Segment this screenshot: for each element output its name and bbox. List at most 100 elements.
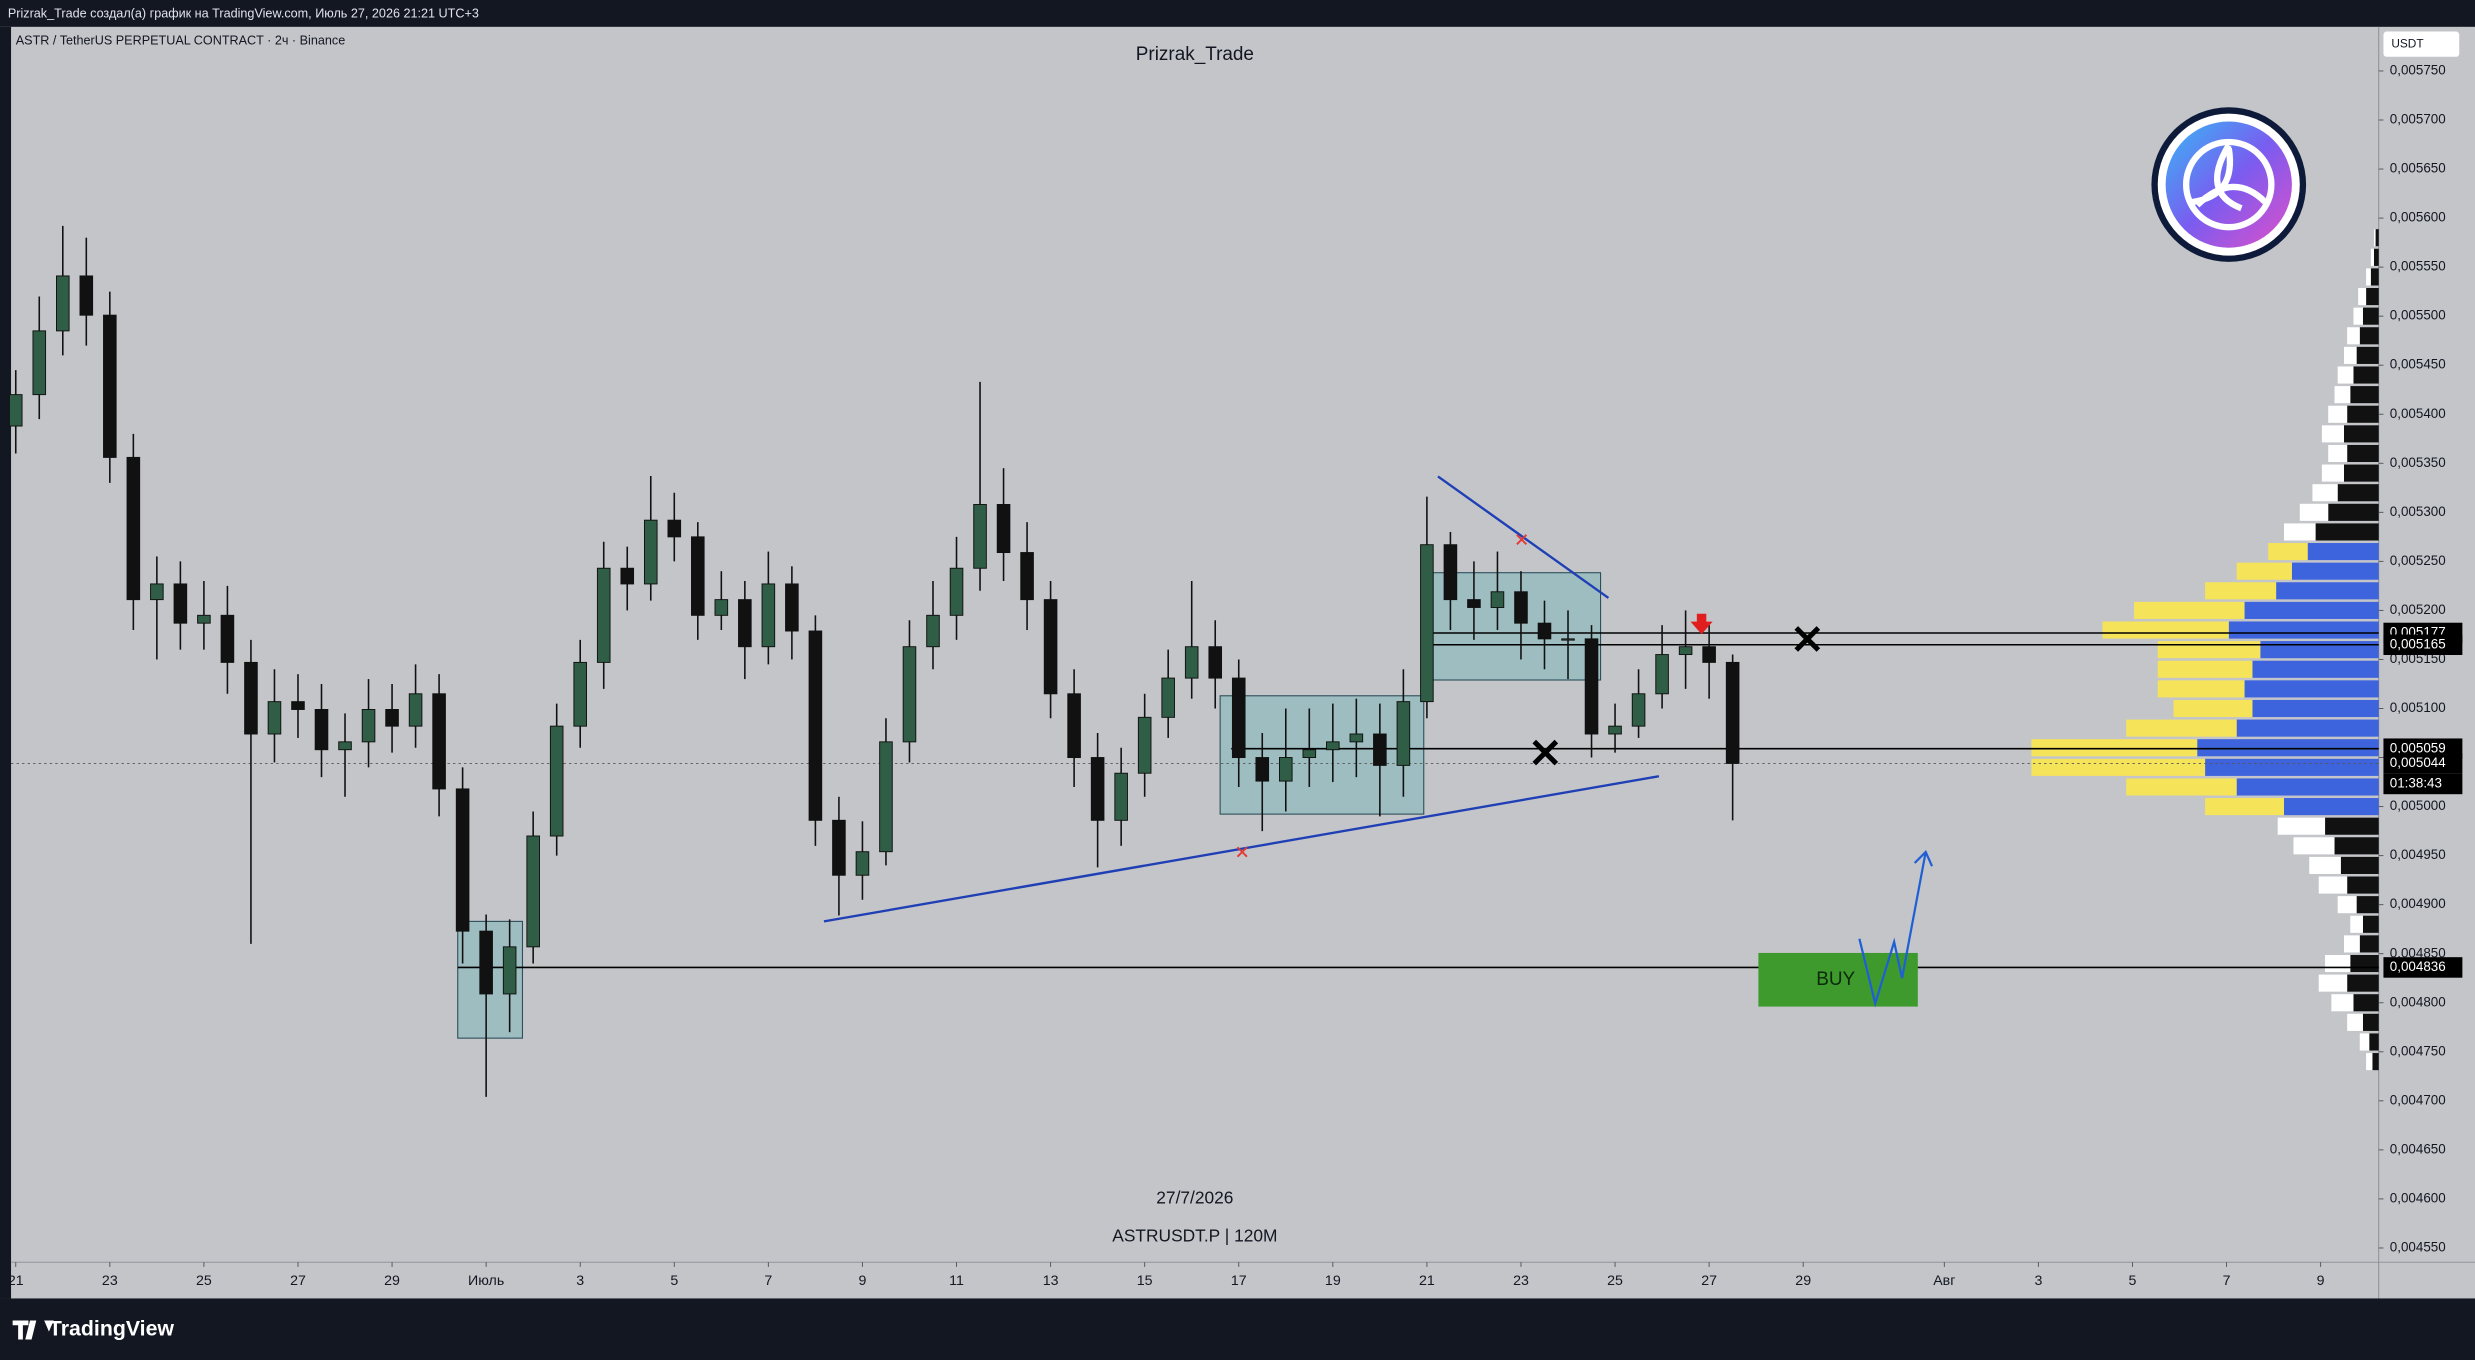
- candle-body: [1302, 749, 1317, 759]
- red-cross: [1516, 534, 1528, 545]
- candle-body: [56, 275, 70, 332]
- x-tick-label: 9: [858, 1273, 866, 1289]
- profile-up: [2337, 896, 2357, 914]
- y-tick-label: 0,005600: [2390, 210, 2446, 225]
- y-tick-label: 0,004650: [2390, 1141, 2446, 1156]
- x-tick-label: 29: [1795, 1273, 1811, 1289]
- y-tick-label: 0,004600: [2390, 1190, 2446, 1205]
- candle-body: [1349, 733, 1364, 743]
- candle-body: [408, 693, 423, 727]
- profile-up: [2337, 366, 2354, 384]
- y-tick-label: 0,005450: [2390, 357, 2446, 372]
- candle-body: [1231, 677, 1246, 759]
- profile-up: [2309, 856, 2341, 874]
- candle-body: [1114, 772, 1128, 821]
- profile-down: [2356, 896, 2379, 914]
- price-tag: [2383, 634, 2463, 656]
- y-tick-label: 0,005350: [2390, 455, 2446, 470]
- x-tick-label: 21: [8, 1273, 24, 1289]
- price-tag-label: 0,005059: [2390, 740, 2446, 755]
- x-tick-label: 7: [764, 1273, 772, 1289]
- x-tick-label: 23: [102, 1273, 118, 1289]
- profile-up: [2299, 503, 2329, 521]
- candle-body: [314, 709, 329, 751]
- profile-down: [2359, 935, 2379, 953]
- y-tick-label: 0,005250: [2390, 553, 2446, 568]
- candle-body: [291, 701, 305, 710]
- candle-body: [1725, 661, 1740, 764]
- profile-up: [2284, 523, 2316, 541]
- profile-down: [2347, 876, 2379, 894]
- profile-down: [2356, 346, 2379, 364]
- profile-up: [2134, 601, 2245, 619]
- brand-logo: [12, 1320, 54, 1340]
- candle-body: [714, 599, 729, 616]
- profile-down: [2205, 758, 2379, 776]
- y-tick-label: 0,004900: [2390, 896, 2446, 911]
- candle-body: [526, 835, 540, 948]
- y-tick-label: 0,005500: [2390, 308, 2446, 323]
- candle-body: [785, 583, 799, 632]
- candle-body: [1420, 544, 1434, 703]
- red-arrow: [1690, 613, 1713, 635]
- profile-down: [2372, 1053, 2379, 1071]
- volume-profile: [2031, 229, 2379, 1071]
- x-tick-label: 27: [1701, 1273, 1717, 1289]
- x-tick-label: 11: [949, 1273, 964, 1289]
- chart-title: Prizrak_Trade: [1136, 44, 1254, 65]
- top-bar: [0, 0, 2475, 27]
- black-cross: [1794, 626, 1821, 652]
- candle-body: [1490, 591, 1505, 608]
- currency-box[interactable]: [2383, 31, 2460, 57]
- buy-zone: [1758, 952, 1918, 1007]
- profile-down: [2236, 778, 2379, 796]
- candle-body: [549, 725, 564, 837]
- candle-body: [1326, 741, 1340, 751]
- plot-background: [0, 26, 2475, 1299]
- profile-up: [2312, 484, 2338, 502]
- y-tick-label: 0,005300: [2390, 504, 2446, 519]
- candle-body: [926, 614, 940, 648]
- profile-down: [2325, 817, 2379, 835]
- candle-body: [479, 930, 493, 995]
- candle-body: [1043, 599, 1058, 695]
- x-tick-label: 27: [290, 1273, 306, 1289]
- candle-body: [1373, 733, 1387, 766]
- profile-up: [2358, 288, 2367, 306]
- profile-up: [2173, 699, 2253, 718]
- candle-body: [197, 614, 211, 624]
- profile-up: [2359, 1033, 2370, 1051]
- currency[interactable]: USDT: [2391, 36, 2423, 50]
- x-tick-label: 3: [576, 1273, 584, 1289]
- profile-down: [2315, 523, 2379, 541]
- profile-down: [2362, 915, 2379, 933]
- x-tick-label: 5: [670, 1273, 678, 1289]
- profile-up: [2370, 248, 2374, 266]
- profile-down: [2347, 405, 2379, 423]
- profile-down: [2370, 268, 2379, 286]
- candle-body: [1443, 544, 1458, 601]
- candle-body: [244, 661, 258, 735]
- trend-line: [823, 775, 1660, 923]
- candle-body: [808, 630, 823, 821]
- candle-body: [1655, 654, 1669, 695]
- candle-body: [573, 661, 587, 727]
- candle-body: [973, 504, 987, 569]
- brand: TradingView: [12, 1317, 174, 1341]
- x-tick-label: 13: [1043, 1273, 1059, 1289]
- black-cross: [1532, 739, 1559, 766]
- profile-up: [2157, 660, 2253, 678]
- profile-down: [2375, 229, 2379, 247]
- x-tick-label: Июль: [468, 1273, 504, 1289]
- y-tick-label: 0,005400: [2390, 406, 2446, 421]
- buy-label: BUY: [1816, 969, 1855, 990]
- profile-down: [2244, 601, 2379, 619]
- candle-body: [32, 330, 47, 396]
- x-tick-label: 5: [2129, 1273, 2137, 1289]
- profile-up: [2318, 876, 2348, 894]
- candle-body: [361, 709, 376, 743]
- y-tick-label: 0,005550: [2390, 259, 2446, 274]
- y-tick-label: 0,005750: [2390, 63, 2446, 78]
